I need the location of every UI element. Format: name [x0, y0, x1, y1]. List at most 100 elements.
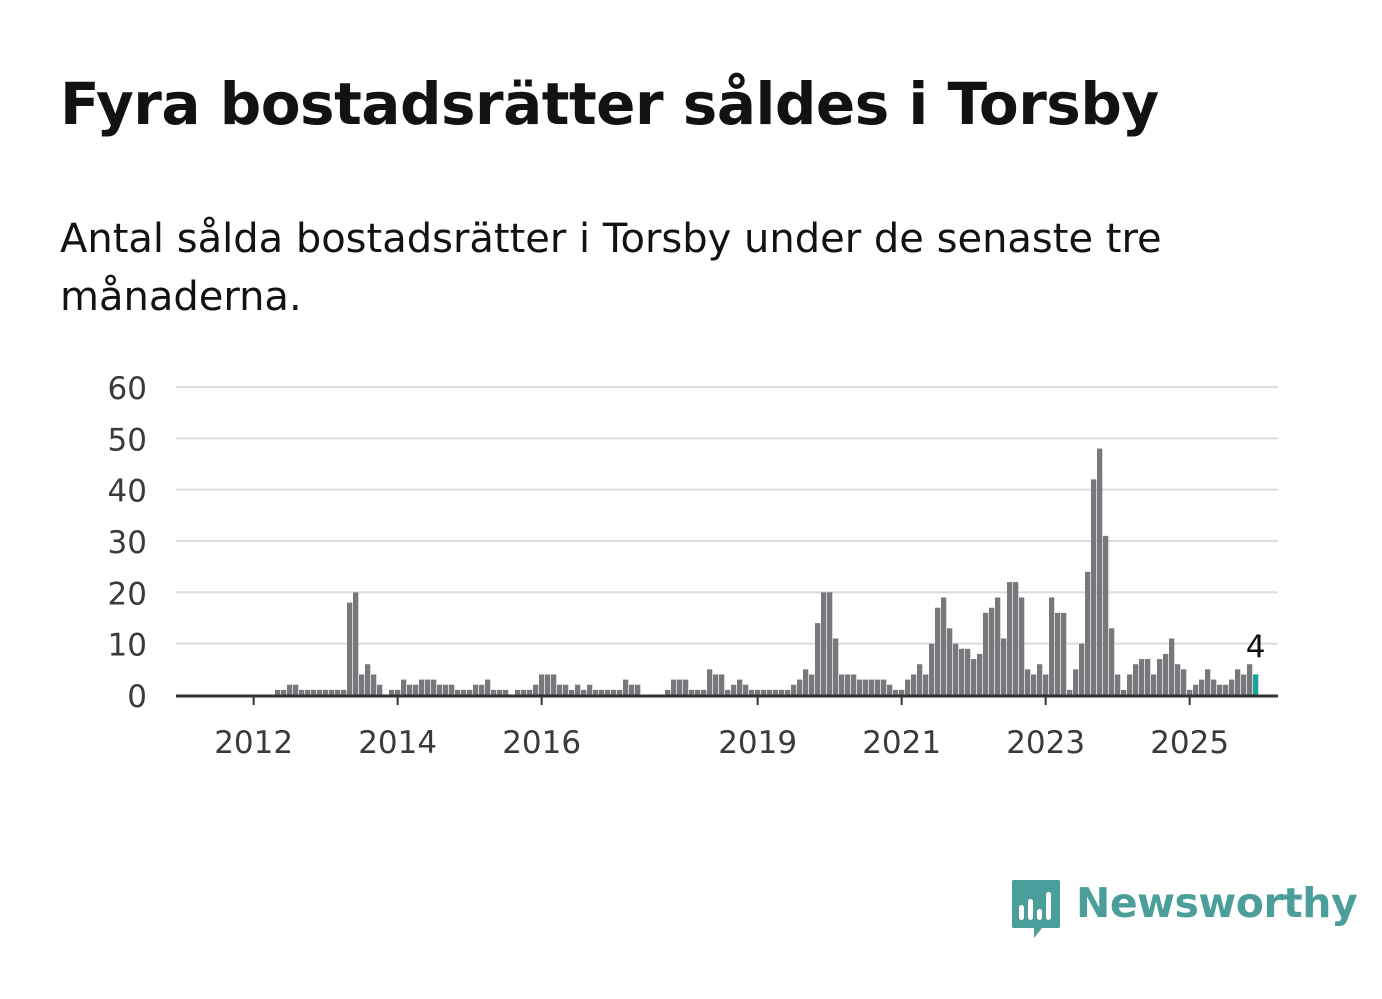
bar	[635, 684, 641, 695]
y-tick-label: 60	[108, 371, 147, 407]
bar	[329, 689, 335, 695]
bar	[899, 689, 905, 695]
bar	[389, 689, 395, 695]
bar	[707, 669, 713, 695]
bar	[1121, 689, 1127, 695]
newsworthy-logo-icon	[1012, 880, 1060, 938]
bar	[947, 628, 953, 695]
bar	[965, 648, 971, 695]
bar-chart: 0 10 20 30 40 50 60 2012 2014 2016 2019 2021 2023 202…	[108, 371, 1278, 761]
bar	[953, 643, 959, 695]
bar	[539, 674, 545, 695]
bar	[989, 607, 995, 695]
bar	[941, 597, 947, 695]
bar	[611, 689, 617, 695]
bar	[419, 679, 425, 695]
bar	[569, 689, 575, 695]
bar	[767, 689, 773, 695]
bar	[779, 689, 785, 695]
y-tick-label: 40	[108, 474, 147, 510]
bar	[521, 689, 527, 695]
x-tick-label: 2021	[862, 725, 941, 761]
bar	[1001, 638, 1007, 695]
bar	[371, 674, 377, 695]
bar	[1193, 684, 1199, 695]
x-tick-label: 2014	[358, 725, 437, 761]
bar	[1025, 669, 1031, 695]
bar	[971, 659, 977, 695]
bar	[785, 689, 791, 695]
bar	[1097, 448, 1103, 695]
y-tick-label: 0	[127, 679, 147, 715]
bar	[467, 689, 473, 695]
bar	[1091, 479, 1097, 695]
bar	[305, 689, 311, 695]
bar	[1007, 582, 1013, 695]
bar	[623, 679, 629, 695]
newsworthy-brand: Newsworthy	[1010, 878, 1358, 942]
bar	[905, 679, 911, 695]
bar	[851, 674, 857, 695]
bar	[1223, 684, 1229, 695]
bar	[821, 592, 827, 695]
bar	[1247, 664, 1253, 695]
bar	[1151, 674, 1157, 695]
bar	[827, 592, 833, 695]
bar	[617, 689, 623, 695]
y-tick-label: 10	[108, 628, 147, 664]
y-tick-label: 30	[108, 525, 147, 561]
bar	[677, 679, 683, 695]
bar	[797, 679, 803, 695]
bar	[1235, 669, 1241, 695]
bar	[587, 684, 593, 695]
y-tick-label: 50	[108, 422, 147, 458]
bar	[725, 689, 731, 695]
bar	[1019, 597, 1025, 695]
bar	[719, 674, 725, 695]
bar	[581, 689, 587, 695]
bar	[359, 674, 365, 695]
bar	[605, 689, 611, 695]
bar	[335, 689, 341, 695]
bar	[1133, 664, 1139, 695]
bar	[1115, 674, 1121, 695]
bar	[731, 684, 737, 695]
bar	[1139, 659, 1145, 695]
chart-subtitle: Antal sålda bostadsrätter i Torsby under…	[60, 216, 1162, 320]
bar	[275, 689, 281, 695]
bar	[839, 674, 845, 695]
bar	[299, 689, 305, 695]
bar	[1055, 612, 1061, 695]
bar-highlight	[1253, 674, 1259, 695]
bar	[395, 689, 401, 695]
bar	[671, 679, 677, 695]
bar	[401, 679, 407, 695]
bar	[491, 689, 497, 695]
bar	[1163, 653, 1169, 695]
bar	[911, 674, 917, 695]
bar	[815, 623, 821, 695]
bar	[761, 689, 767, 695]
bar	[1031, 674, 1037, 695]
bar	[593, 689, 599, 695]
bar	[857, 679, 863, 695]
bar	[869, 679, 875, 695]
labels: 0 10 20 30 40 50 60 2012 2014 2016 2019 2021 2023 202…	[108, 371, 1266, 761]
bar	[1205, 669, 1211, 695]
bar	[917, 664, 923, 695]
bar	[527, 689, 533, 695]
grid-lines	[176, 386, 1278, 645]
chart-title: Fyra bostadsrätter såldes i Torsby	[60, 70, 1159, 138]
bar	[893, 689, 899, 695]
bar	[479, 684, 485, 695]
bar	[683, 679, 689, 695]
bar	[695, 689, 701, 695]
bar	[863, 679, 869, 695]
bar	[293, 684, 299, 695]
bar	[1049, 597, 1055, 695]
bar	[473, 684, 479, 695]
bar	[353, 592, 359, 695]
last-value-label: 4	[1246, 629, 1266, 665]
bar	[431, 679, 437, 695]
brand-name: Newsworthy	[1076, 879, 1358, 927]
